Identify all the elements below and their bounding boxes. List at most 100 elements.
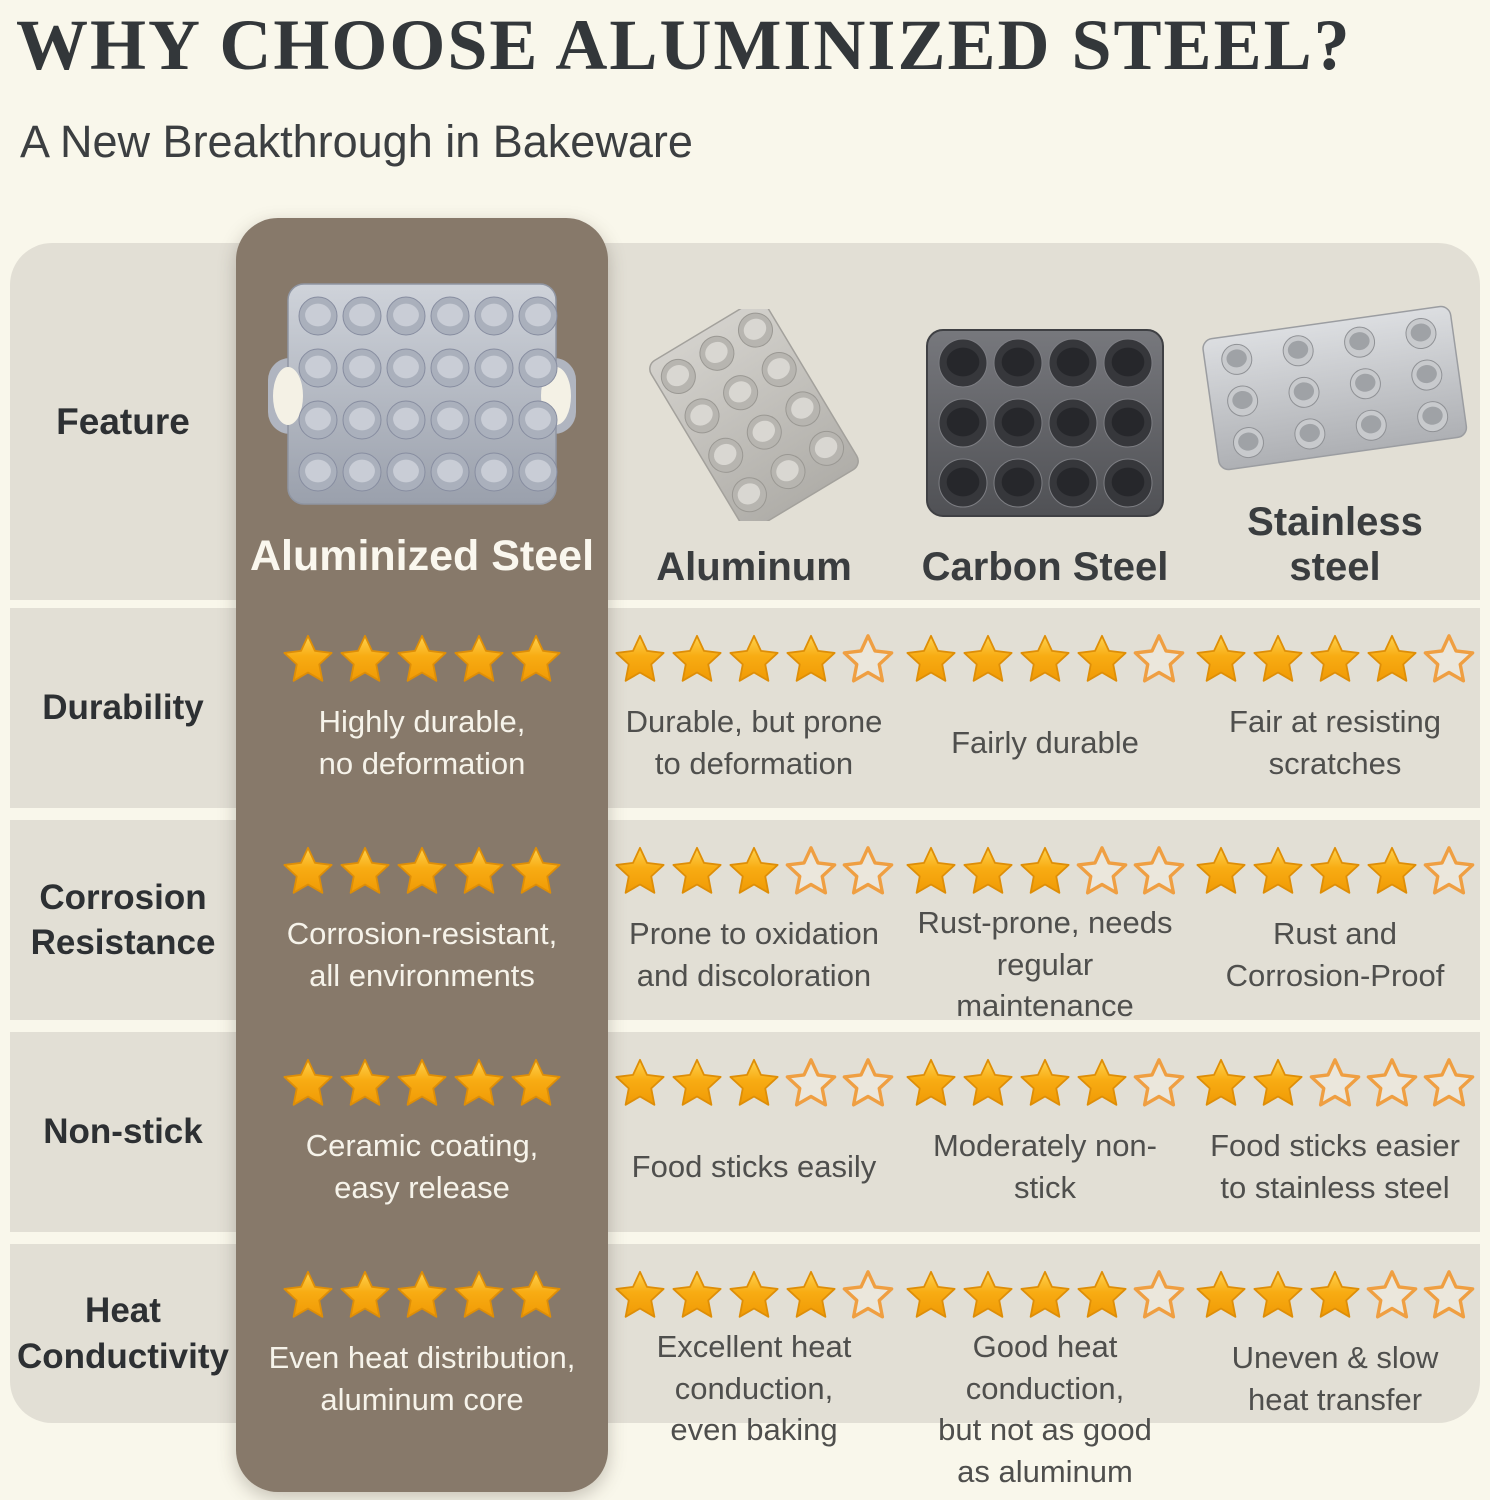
star-empty-icon: [1133, 846, 1185, 895]
cell-heat-carbon-steel: Good heat conduction, but not as good as…: [900, 1244, 1190, 1489]
feature-cell: Heat Conductivity: [10, 1244, 236, 1423]
star-empty-icon: [1423, 1270, 1475, 1319]
star-filled-icon: [1310, 1270, 1360, 1318]
star-filled-icon: [1253, 846, 1303, 894]
star-filled-icon: [786, 634, 836, 682]
cell-corrosion-carbon-steel: Rust-prone, needs regular maintenance: [900, 820, 1190, 1023]
star-rating: [613, 1268, 895, 1322]
star-rating: [904, 844, 1186, 898]
star-rating: [1194, 632, 1476, 686]
star-rating: [904, 632, 1186, 686]
cell-note: Durable, but prone to deformation: [625, 704, 883, 781]
star-filled-icon: [397, 846, 447, 894]
star-empty-icon: [1133, 1058, 1185, 1107]
cell-note: Fairly durable: [951, 725, 1139, 761]
feature-label-corrosion-resistance: Corrosion Resistance: [30, 877, 216, 963]
star-empty-icon: [785, 1058, 837, 1107]
cell-non-stick-carbon-steel: Moderately non-stick: [900, 1032, 1190, 1232]
star-filled-icon: [615, 1270, 665, 1318]
star-filled-icon: [1253, 1058, 1303, 1106]
aluminized-steel-pan-image: [268, 283, 576, 505]
star-filled-icon: [397, 634, 447, 682]
cell-note: Uneven & slow heat transfer: [1231, 1340, 1439, 1417]
star-empty-icon: [1133, 1270, 1185, 1319]
cell-heat-aluminum: Excellent heat conduction, even baking: [608, 1244, 900, 1447]
star-rating: [904, 1268, 1186, 1322]
column-name-carbon-steel: Carbon Steel: [921, 545, 1169, 590]
feature-header-label: Feature: [56, 400, 190, 442]
star-rating: [281, 1268, 563, 1322]
star-filled-icon: [1196, 846, 1246, 894]
cell-note: Food sticks easily: [631, 1149, 877, 1185]
star-filled-icon: [283, 1270, 333, 1318]
cell-non-stick-aluminum: Food sticks easily: [608, 1032, 900, 1232]
star-filled-icon: [906, 846, 956, 894]
star-filled-icon: [511, 846, 561, 894]
star-empty-icon: [1133, 634, 1185, 683]
column-name-aluminized-steel: Aluminized Steel: [249, 532, 595, 580]
cell-note: Ceramic coating, easy release: [305, 1128, 539, 1205]
star-filled-icon: [729, 846, 779, 894]
cell-note: Fair at resisting scratches: [1229, 704, 1441, 781]
star-empty-icon: [1309, 1058, 1361, 1107]
cell-note: Excellent heat conduction, even baking: [656, 1329, 852, 1448]
star-filled-icon: [729, 634, 779, 682]
star-empty-icon: [1423, 1058, 1475, 1107]
star-filled-icon: [511, 1270, 561, 1318]
star-filled-icon: [340, 1270, 390, 1318]
column-header-carbon-steel: Carbon Steel: [900, 243, 1190, 600]
star-rating: [281, 844, 563, 898]
cell-note: Even heat distribution, aluminum core: [268, 1340, 576, 1417]
page-subtitle: A New Breakthrough in Bakeware: [20, 116, 693, 167]
star-filled-icon: [1020, 846, 1070, 894]
feature-header-cell: Feature: [10, 243, 236, 600]
star-filled-icon: [906, 1270, 956, 1318]
star-filled-icon: [1196, 1058, 1246, 1106]
star-filled-icon: [1196, 1270, 1246, 1318]
star-filled-icon: [1196, 634, 1246, 682]
star-filled-icon: [454, 634, 504, 682]
star-filled-icon: [672, 1058, 722, 1106]
star-rating: [613, 844, 895, 898]
star-filled-icon: [1077, 634, 1127, 682]
star-filled-icon: [1367, 634, 1417, 682]
star-filled-icon: [963, 846, 1013, 894]
aluminum-pan-image: [649, 309, 859, 522]
feature-label-heat-conductivity: Heat Conductivity: [17, 1291, 229, 1376]
star-filled-icon: [1077, 1270, 1127, 1318]
star-filled-icon: [615, 634, 665, 682]
cell-corrosion-aluminum: Prone to oxidation and discoloration: [608, 820, 900, 1020]
star-empty-icon: [1423, 846, 1475, 895]
cell-heat-stainless-steel: Uneven & slow heat transfer: [1190, 1244, 1480, 1444]
star-filled-icon: [672, 1270, 722, 1318]
row-durability: Durability Durable, but prone to deforma…: [10, 608, 1480, 808]
star-filled-icon: [729, 1058, 779, 1106]
star-filled-icon: [1020, 634, 1070, 682]
cell-note: Highly durable, no deformation: [318, 704, 526, 781]
cell-corrosion-stainless-steel: Rust and Corrosion-Proof: [1190, 820, 1480, 1020]
table-header-band: Feature Aluminum Carbon Steel: [10, 243, 1480, 600]
star-rating: [1194, 1056, 1476, 1110]
cell-note: Good heat conduction, but not as good as…: [938, 1329, 1152, 1489]
cell-heat-aluminized-steel: Even heat distribution, aluminum core: [236, 1244, 608, 1444]
row-non-stick: Non-stick Food sticks easily Moderately …: [10, 1032, 1480, 1232]
star-filled-icon: [963, 634, 1013, 682]
star-filled-icon: [1253, 1270, 1303, 1318]
star-filled-icon: [1310, 634, 1360, 682]
column-name-aluminum: Aluminum: [656, 545, 852, 590]
feature-label-non-stick: Non-stick: [43, 1112, 203, 1152]
star-filled-icon: [397, 1270, 447, 1318]
cell-non-stick-stainless-steel: Food sticks easier to stainless steel: [1190, 1032, 1480, 1232]
star-rating: [613, 632, 895, 686]
feature-cell: Durability: [10, 608, 236, 808]
stainless-steel-pan-image: [1202, 306, 1468, 471]
star-filled-icon: [1367, 846, 1417, 894]
star-filled-icon: [963, 1270, 1013, 1318]
star-rating: [281, 632, 563, 686]
star-filled-icon: [340, 846, 390, 894]
column-header-aluminum: Aluminum: [608, 243, 900, 600]
star-filled-icon: [1253, 634, 1303, 682]
star-empty-icon: [842, 634, 894, 683]
row-heat-conductivity: Heat Conductivity Excellent heat conduct…: [10, 1244, 1480, 1489]
star-empty-icon: [1423, 634, 1475, 683]
